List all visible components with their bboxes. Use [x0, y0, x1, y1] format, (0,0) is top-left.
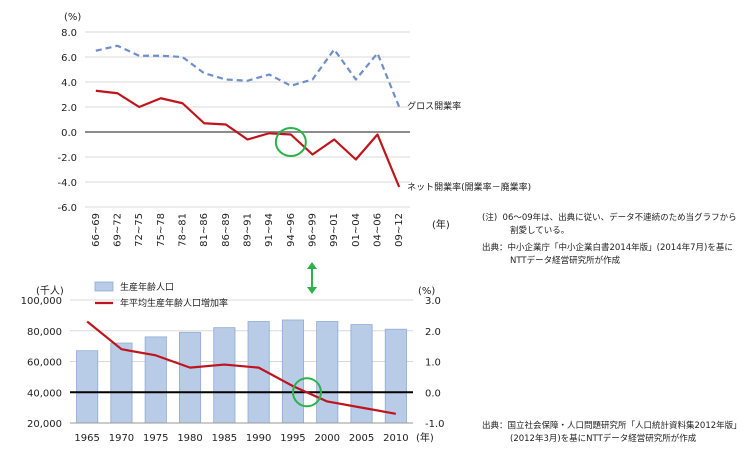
bottom-y-left-tick: 40,000 [27, 388, 62, 399]
top-x-tick: 75~78 [156, 213, 167, 247]
top-x-tick: 99~01 [329, 213, 340, 247]
connector-arrow [307, 262, 317, 294]
bottom-y-left-unit: (千人) [36, 285, 64, 297]
top-x-tick: 69~72 [113, 213, 124, 247]
top-y-unit: (%) [64, 12, 81, 23]
bottom-x-tick: 1965 [74, 433, 99, 444]
bottom-y-left-tick: 80,000 [27, 327, 62, 338]
top-highlight-circle [274, 127, 307, 157]
net-rate-label: ネット開業率(開業率－廃業率) [407, 181, 531, 193]
growth-rate-line [86, 320, 397, 415]
top-y-tick: 4.0 [61, 78, 77, 89]
top-y-tick: 0.0 [61, 128, 77, 139]
top-x-tick: 89~91 [243, 213, 254, 247]
top-x-tick: 72~75 [134, 213, 145, 247]
top-y-tick: 6.0 [61, 53, 77, 64]
top-x-tick: 86~89 [221, 213, 232, 247]
top-line-chart: (%) 8.0 6.0 4.0 2.0 0.0 -2.0 -4.0 -6.0 66~69 69~72… [57, 12, 531, 247]
bottom-x-tick: 2005 [349, 433, 374, 444]
bottom-y-right-tick: 0.0 [425, 388, 441, 399]
top-x-tick: 81~86 [199, 213, 210, 247]
bottom-x-tick: 2010 [383, 433, 408, 444]
connector-arrowhead-up [307, 262, 317, 269]
top-y-tick: -6.0 [57, 203, 77, 214]
bottom-x-unit: (年) [416, 431, 434, 444]
top-x-tick: 78~81 [178, 213, 189, 247]
population-bar [144, 336, 167, 424]
top-x-tick: 94~96 [286, 213, 297, 247]
connector-arrowhead-down [307, 287, 317, 294]
bottom-x-tick: 2000 [315, 433, 340, 444]
top-x-unit: (年) [432, 218, 450, 231]
top-y-tick: 8.0 [61, 28, 77, 39]
bottom-x-tick: 1990 [246, 433, 271, 444]
population-bar [316, 321, 339, 424]
population-bar [110, 342, 133, 424]
population-bar [179, 331, 202, 424]
top-y-tick: -4.0 [57, 178, 77, 189]
bottom-highlight-circle [291, 377, 322, 408]
bottom-y-right-tick: 2.0 [425, 327, 441, 338]
top-source: 出典：中小企業庁「中小企業白書2014年版」(2014年7月)を基に NTTデー… [482, 243, 733, 266]
bottom-x-tick: 1995 [280, 433, 305, 444]
bottom-x-tick: 1985 [212, 433, 237, 444]
top-x-tick: 96~99 [308, 213, 319, 247]
top-y-tick: 2.0 [61, 103, 77, 114]
population-bar [281, 319, 304, 424]
bottom-y-left-tick: 60,000 [27, 358, 62, 369]
bottom-y-right-unit: (%) [418, 286, 435, 297]
bottom-y-left-tick: 20,000 [27, 419, 62, 430]
bottom-x-tick: 1975 [143, 433, 168, 444]
top-x-tick: 09~12 [394, 213, 405, 247]
bottom-x-tick: 1970 [109, 433, 134, 444]
bottom-y-left-tick: 100,000 [21, 296, 62, 307]
top-y-tick: -2.0 [57, 153, 77, 164]
bottom-y-right-tick: 3.0 [425, 296, 441, 307]
legend-bar-swatch [94, 281, 114, 292]
top-x-tick: 91~94 [264, 213, 275, 247]
bottom-y-right-tick: 1.0 [425, 358, 441, 369]
population-bar [76, 350, 99, 424]
legend-bar-label: 生産年齢人口 [120, 281, 174, 293]
gross-rate-label: グロス開業率 [407, 100, 461, 112]
bottom-source: 出典：国立社会保障・人口問題研究所「人口統計資料集2012年版」 (2012年3… [482, 421, 742, 444]
gross-rate-line [95, 44, 401, 108]
top-x-tick: 04~06 [373, 213, 384, 247]
population-bar [384, 328, 407, 424]
top-note: (注) 06～09年は、出典に従い、データ不連続のため当グラフから 割愛している… [482, 213, 737, 236]
bottom-bar-line-chart: (千人) (%) 100,000 80,000 60,000 40,000 20,000 3.… [21, 281, 445, 444]
bottom-x-tick: 1980 [177, 433, 202, 444]
bottom-y-right-tick: -1.0 [425, 419, 445, 430]
top-x-tick: 66~69 [91, 213, 102, 247]
legend-line-label: 年平均生産年齢人口増加率 [120, 297, 228, 309]
population-bar [213, 327, 236, 424]
net-rate-line [95, 89, 401, 188]
top-x-tick: 01~04 [351, 213, 362, 247]
